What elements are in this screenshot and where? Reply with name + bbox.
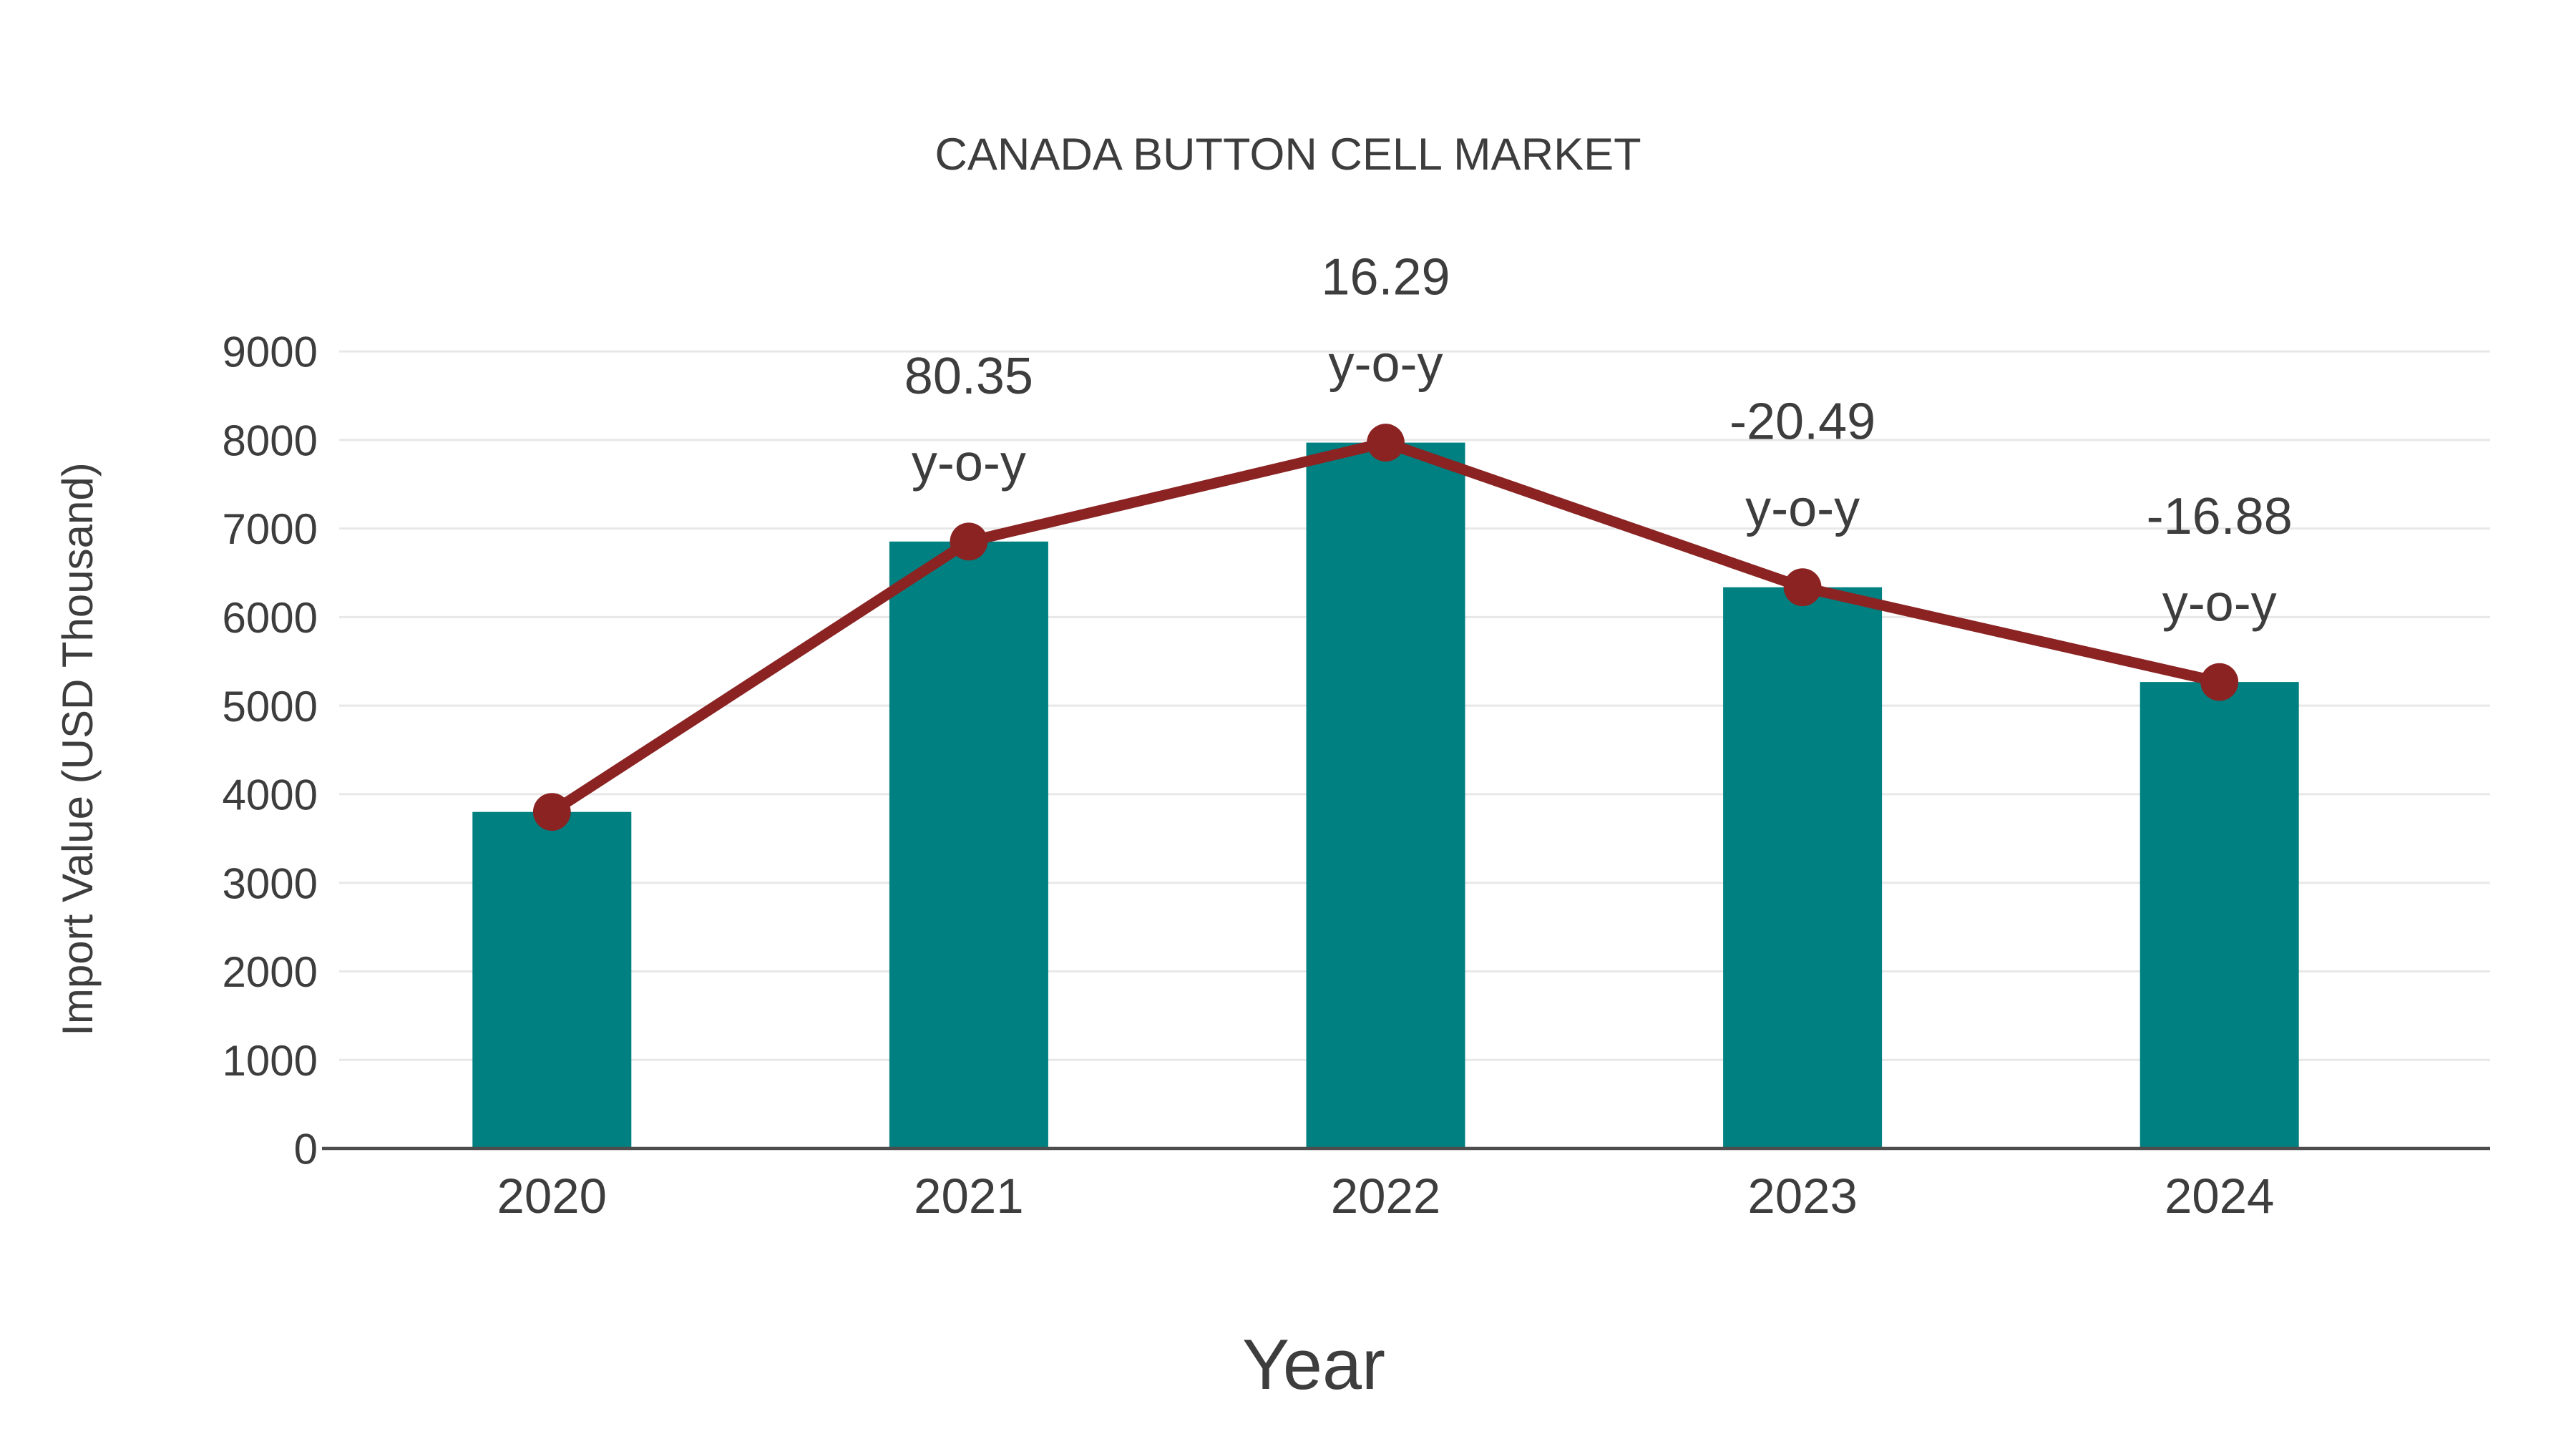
marker-2024 bbox=[2200, 663, 2239, 701]
yoy-annotation-label: y-o-y bbox=[1745, 480, 1860, 537]
yoy-annotation-value: 16.29 bbox=[1321, 249, 1450, 306]
bar-2024 bbox=[2140, 682, 2299, 1148]
y-tick-label: 0 bbox=[294, 1126, 318, 1174]
yoy-annotation-value: -20.49 bbox=[1729, 394, 1875, 451]
y-tick-label: 7000 bbox=[223, 505, 318, 553]
marker-2023 bbox=[1783, 568, 1822, 607]
y-tick-label: 3000 bbox=[223, 859, 318, 907]
y-tick-label: 1000 bbox=[223, 1037, 318, 1085]
x-tick-label: 2024 bbox=[2165, 1169, 2275, 1224]
bar-2023 bbox=[1723, 587, 1883, 1148]
y-axis-title: Import Value (USD Thousand) bbox=[54, 462, 102, 1035]
x-tick-label: 2022 bbox=[1331, 1169, 1441, 1224]
bar-2021 bbox=[889, 541, 1048, 1148]
marker-2022 bbox=[1367, 424, 1405, 462]
yoy-annotation-value: -16.88 bbox=[2147, 488, 2293, 545]
x-tick-label: 2023 bbox=[1747, 1169, 1858, 1224]
y-tick-label: 9000 bbox=[223, 328, 318, 376]
x-axis-title: Year bbox=[1242, 1324, 1385, 1404]
y-tick-label: 4000 bbox=[223, 771, 318, 819]
marker-2020 bbox=[532, 793, 571, 831]
marker-2021 bbox=[950, 522, 988, 561]
bar-2022 bbox=[1306, 442, 1465, 1148]
yoy-annotation-label: y-o-y bbox=[912, 434, 1026, 492]
bar-2020 bbox=[472, 811, 632, 1148]
yoy-annotation-label: y-o-y bbox=[2162, 575, 2277, 633]
plot-layer: 0 1000 2000 3000 4000 5000 6000 7000 8000 9000 202… bbox=[223, 249, 2490, 1224]
x-tick-label: 2021 bbox=[914, 1169, 1024, 1224]
y-tick-label: 5000 bbox=[223, 683, 318, 731]
chart-title: CANADA BUTTON CELL MARKET bbox=[935, 130, 1641, 180]
x-tick-label: 2020 bbox=[497, 1169, 608, 1224]
y-tick-label: 6000 bbox=[223, 594, 318, 642]
yoy-annotation-value: 80.35 bbox=[904, 348, 1033, 405]
y-tick-label: 2000 bbox=[223, 948, 318, 996]
yoy-annotation-label: y-o-y bbox=[1329, 336, 1443, 393]
y-tick-label: 8000 bbox=[223, 416, 318, 464]
